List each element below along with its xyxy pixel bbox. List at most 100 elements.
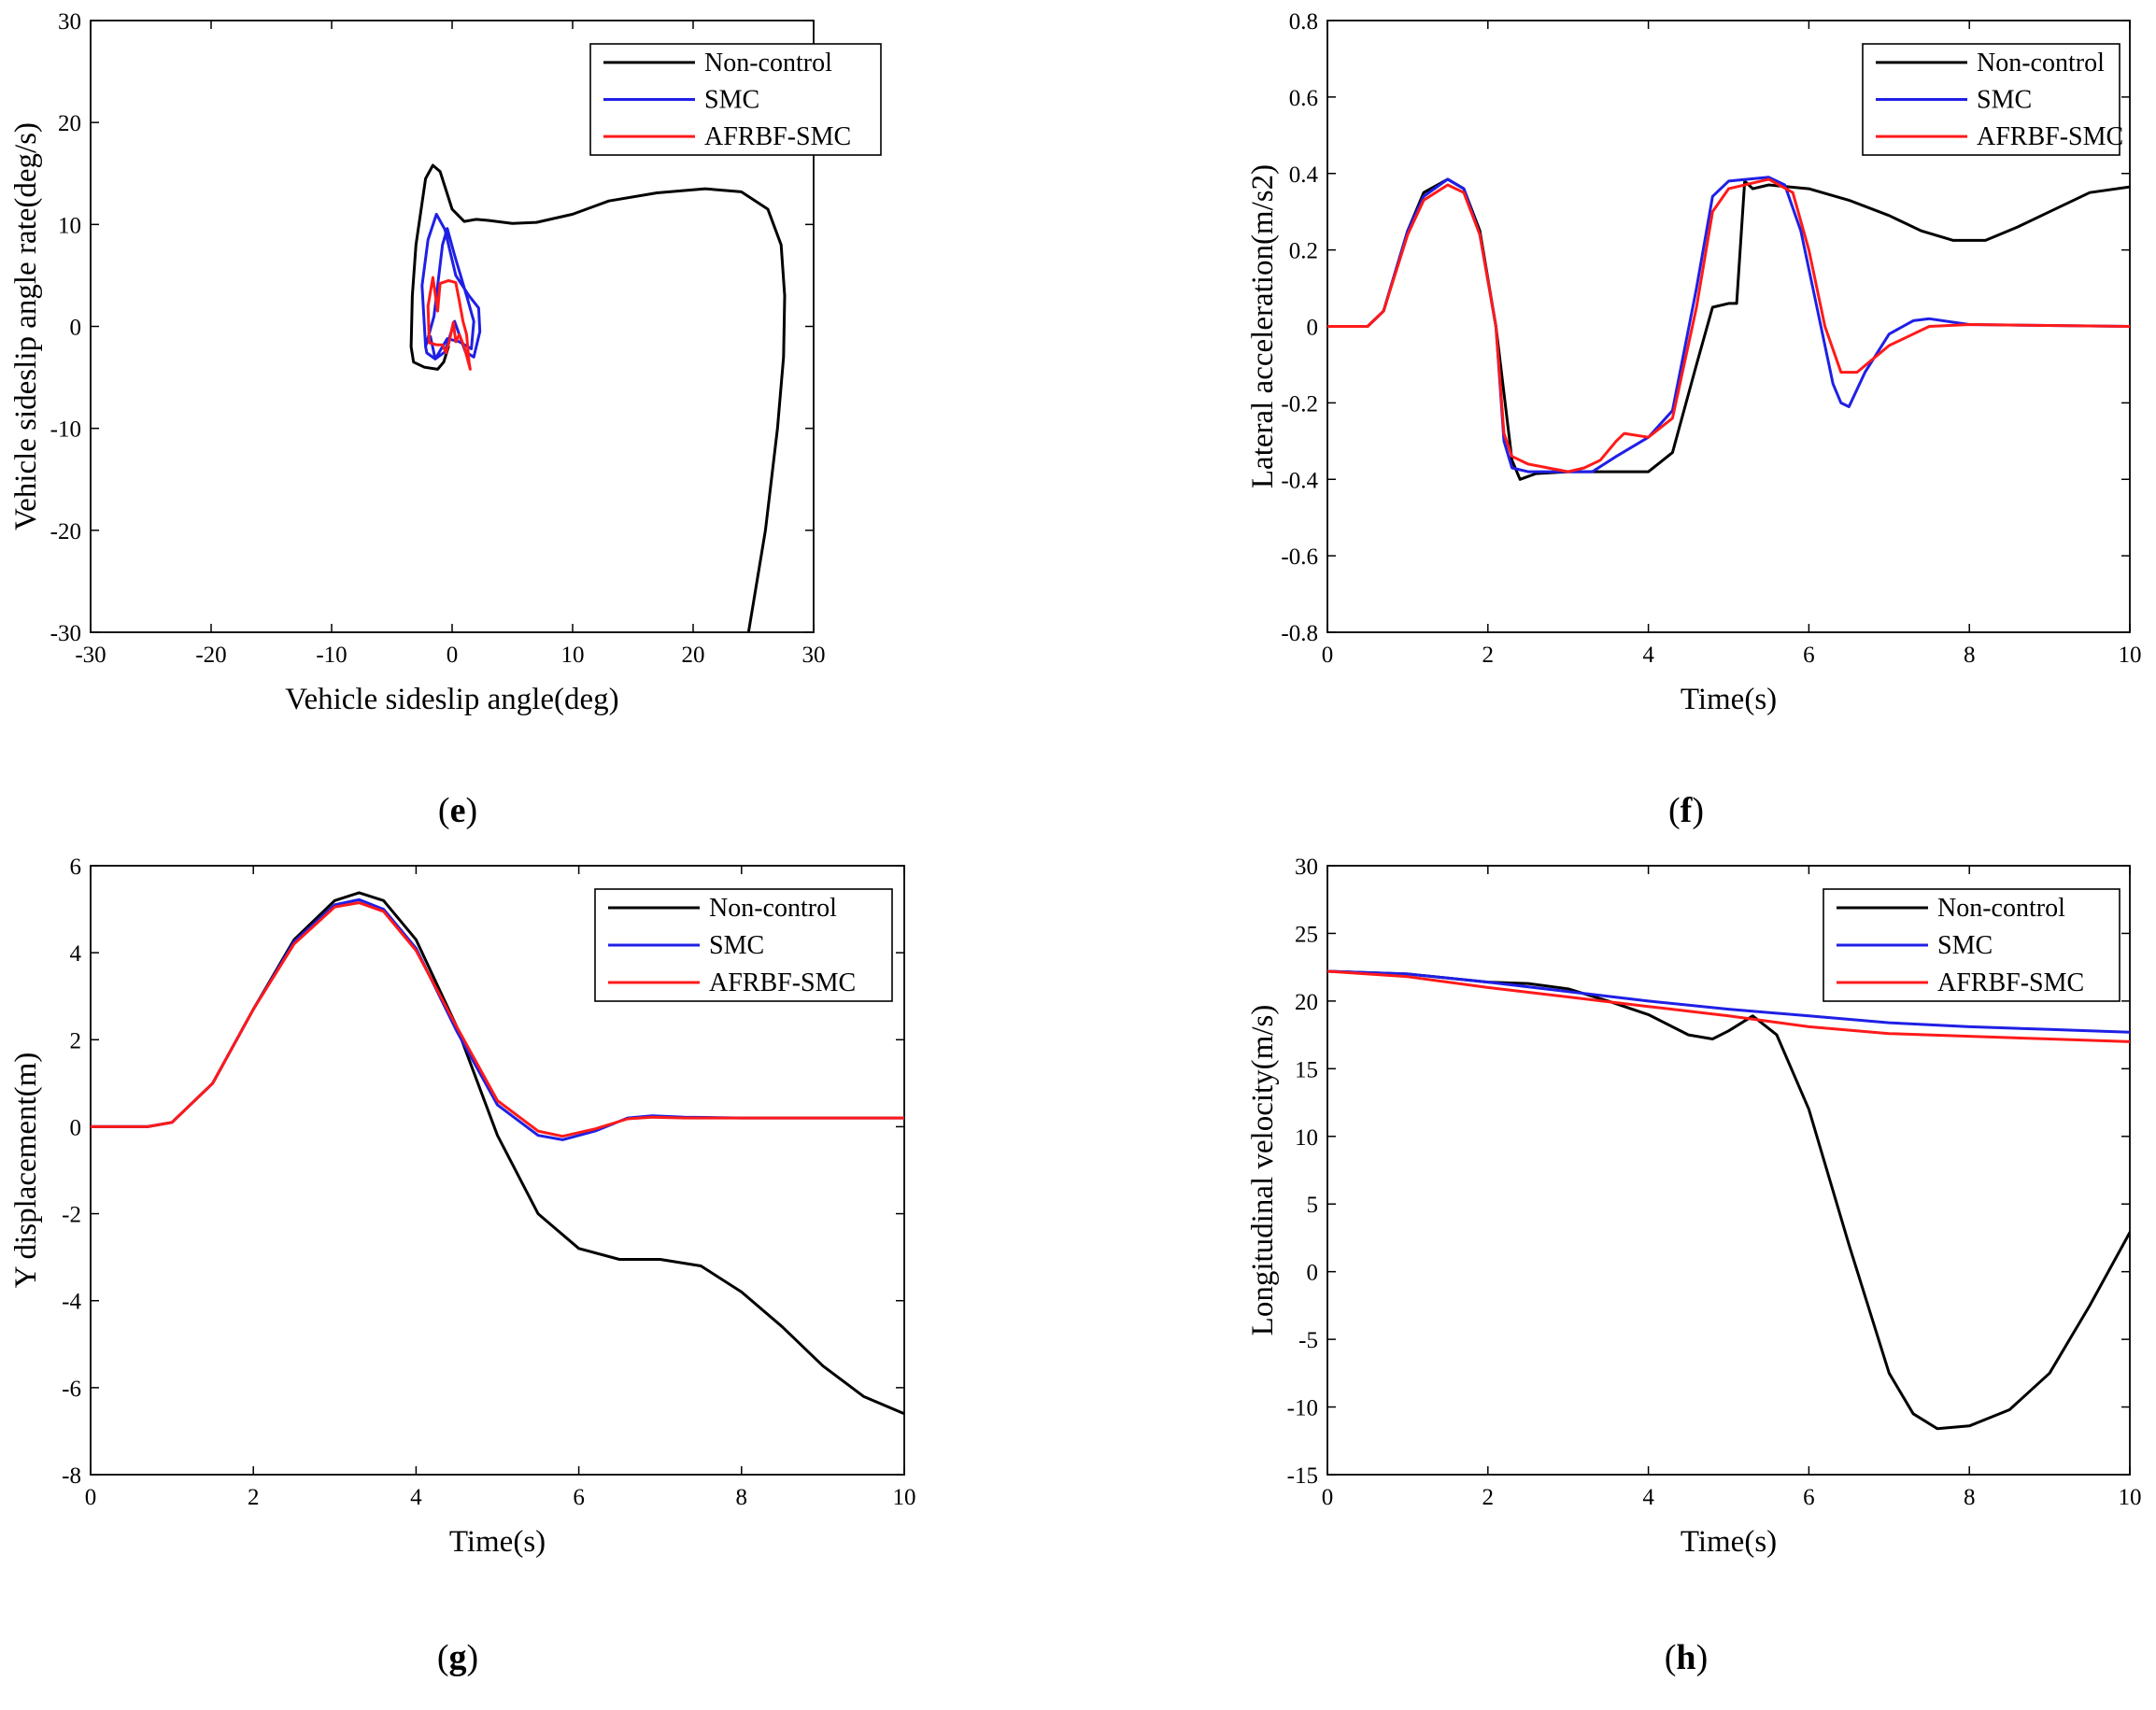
legend-label: Non-control (1937, 894, 2065, 923)
y-tick-label: 6 (70, 855, 82, 880)
x-tick-label: -30 (75, 643, 106, 668)
y-axis-label: Y displacement(m) (9, 1053, 43, 1289)
panel-label: (f) (1668, 791, 1704, 830)
y-tick-label: 5 (1307, 1193, 1319, 1218)
panel-label: (e) (438, 791, 477, 830)
series-line-afrbf-smc (91, 901, 904, 1138)
y-tick-label: -15 (1287, 1463, 1318, 1489)
legend-label: Non-control (709, 894, 837, 923)
y-axis-label: Lateral acceleration(m/s2) (1246, 164, 1280, 488)
x-tick-label: 10 (2119, 643, 2142, 668)
x-tick-label: 2 (1482, 643, 1495, 668)
y-tick-label: 0 (70, 1115, 82, 1140)
x-axis-label: Time(s) (1681, 683, 1777, 716)
y-tick-label: 25 (1295, 922, 1318, 947)
y-tick-label: 4 (70, 941, 82, 967)
series-line-smc (420, 212, 482, 360)
panel-letter: e (450, 791, 466, 830)
y-tick-label: 0 (70, 316, 82, 341)
plot-frame (1326, 865, 2131, 1476)
x-tick-label: -20 (195, 643, 226, 668)
x-tick-label: -10 (316, 643, 347, 668)
y-tick-label: 0.6 (1289, 86, 1318, 111)
series-line-non-control (409, 163, 787, 632)
series-line-non-control (1327, 969, 2130, 1431)
y-tick-label: 2 (70, 1028, 82, 1053)
plot-frame (90, 865, 905, 1476)
series-line-non-control (1327, 177, 2130, 481)
x-tick-label: 10 (561, 643, 585, 668)
y-tick-label: 0 (1307, 1261, 1319, 1286)
x-axis-label: Time(s) (449, 1525, 546, 1559)
legend-label: SMC (709, 931, 764, 960)
y-tick-label: 15 (1295, 1057, 1318, 1082)
legend-label: SMC (1977, 86, 2032, 115)
legend-label: AFRBF-SMC (709, 968, 856, 997)
legend-label: AFRBF-SMC (1937, 968, 2084, 997)
x-tick-label: 2 (1482, 1485, 1495, 1510)
legend-label: AFRBF-SMC (1977, 122, 2123, 151)
y-tick-label: 30 (1295, 855, 1318, 880)
series-line-afrbf-smc (1327, 177, 2130, 473)
y-tick-label: -10 (50, 417, 81, 443)
y-tick-label: -5 (1298, 1328, 1318, 1353)
x-tick-label: 0 (447, 643, 459, 668)
x-tick-label: 8 (1964, 1485, 1976, 1510)
x-tick-label: 10 (893, 1485, 916, 1510)
x-tick-label: 10 (2119, 1485, 2142, 1510)
y-tick-label: 0.2 (1289, 239, 1318, 264)
panel-letter: f (1681, 791, 1694, 830)
series-line-smc (1327, 969, 2130, 1034)
y-tick-label: -0.6 (1281, 544, 1318, 570)
x-tick-label: 6 (1803, 643, 1815, 668)
x-tick-label: 6 (573, 1485, 585, 1510)
x-axis-label: Vehicle sideslip angle(deg) (285, 683, 618, 716)
x-tick-label: 4 (410, 1485, 422, 1510)
y-tick-label: -10 (1287, 1396, 1318, 1421)
y-tick-label: -20 (50, 519, 81, 544)
legend-label: SMC (1937, 931, 1993, 960)
x-tick-label: 0 (85, 1485, 97, 1510)
legend-label: Non-control (1977, 49, 2105, 78)
x-tick-label: 8 (736, 1485, 748, 1510)
x-tick-label: 6 (1803, 1485, 1815, 1510)
x-tick-label: 0 (1322, 643, 1334, 668)
y-tick-label: 0.8 (1289, 9, 1318, 35)
x-tick-label: 20 (682, 643, 705, 668)
x-axis-label: Time(s) (1681, 1525, 1777, 1559)
y-tick-label: -4 (62, 1290, 81, 1315)
x-tick-label: 8 (1964, 643, 1976, 668)
y-axis-label: Vehicle sideslip angle rate(deg/s) (9, 122, 43, 530)
legend-label: Non-control (704, 49, 832, 78)
y-tick-label: -30 (50, 621, 81, 646)
series-line-afrbf-smc (426, 276, 472, 371)
x-tick-label: 30 (802, 643, 826, 668)
panel-label: (g) (437, 1638, 478, 1677)
y-tick-label: -2 (62, 1203, 81, 1228)
panel-f-chart: 0 2 4 6 8 10 -0.8 -0.6 -0.4 -0.2 0 0.2 0.4 0.6 0.8 Time… (1246, 9, 2142, 830)
x-tick-label: 0 (1322, 1485, 1334, 1510)
legend-label: SMC (704, 86, 759, 115)
panel-h-chart: 0 2 4 6 8 10 -15 -10 -5 0 5 10 15 20 25 30 Time(s) Longit… (1246, 855, 2142, 1677)
y-tick-label: -0.4 (1281, 468, 1318, 493)
y-tick-label: 10 (58, 213, 81, 238)
y-tick-label: -0.2 (1281, 391, 1318, 417)
x-tick-label: 4 (1642, 643, 1654, 668)
y-tick-label: -8 (62, 1463, 81, 1489)
y-tick-label: 20 (58, 111, 81, 136)
series-line-smc (1327, 176, 2130, 473)
series-line-afrbf-smc (1327, 969, 2130, 1043)
panel-letter: g (449, 1638, 467, 1677)
x-tick-label: 4 (1642, 1485, 1654, 1510)
y-tick-label: 30 (58, 9, 81, 35)
legend-label: AFRBF-SMC (704, 122, 851, 151)
x-tick-label: 2 (248, 1485, 260, 1510)
y-tick-label: 0 (1307, 316, 1319, 341)
y-axis-label: Longitudinal velocity(m/s) (1246, 1005, 1280, 1336)
panel-label: (h) (1665, 1638, 1708, 1677)
y-tick-label: 20 (1295, 990, 1318, 1015)
y-tick-label: -0.8 (1281, 621, 1318, 646)
y-tick-label: 10 (1295, 1125, 1318, 1151)
panel-letter: h (1676, 1638, 1695, 1677)
